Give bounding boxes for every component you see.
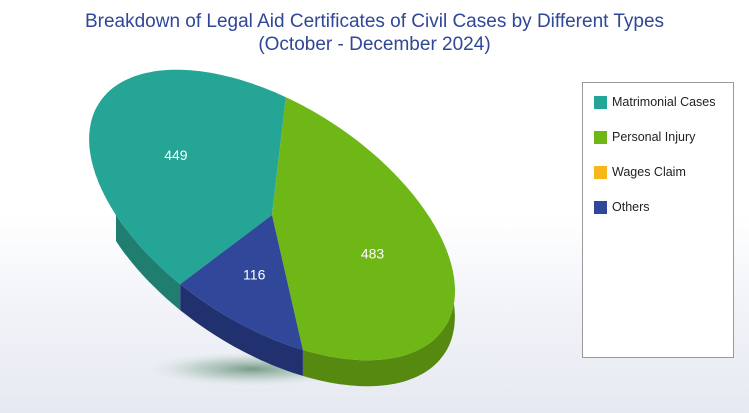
- legend-swatch: [594, 130, 607, 144]
- legend-label: Others: [612, 200, 650, 214]
- legend-item-matrimonial-cases: Matrimonial Cases: [594, 94, 716, 110]
- legend-label: Wages Claim: [612, 165, 686, 179]
- legend-swatch: [594, 165, 607, 179]
- legend-swatch: [594, 95, 607, 109]
- legend-item-wages-claim: Wages Claim: [594, 164, 686, 180]
- data-label-others: 116: [243, 267, 266, 283]
- chart-legend: Matrimonial Cases Personal Injury Wages Cl…: [582, 82, 734, 358]
- pie-side-personal-injury: [302, 215, 455, 387]
- pie-side-others: [180, 284, 303, 376]
- data-label-matrimonial-cases: 449: [164, 147, 188, 163]
- legend-item-personal-injury: Personal Injury: [594, 129, 695, 145]
- pie-slice-others: [180, 215, 303, 350]
- chart-title-line-1: Breakdown of Legal Aid Certificates of C…: [84, 11, 665, 32]
- pie-slice-matrimonial-cases: [89, 69, 286, 285]
- legend-label: Matrimonial Cases: [612, 95, 716, 109]
- pie-side-matrimonial-cases: [116, 215, 181, 311]
- chart-title-line-2: (October - December 2024): [258, 34, 491, 55]
- legend-item-others: Others: [594, 199, 650, 215]
- data-label-personal-injury: 483: [361, 245, 385, 261]
- legend-swatch: [594, 200, 607, 214]
- pie-slice-personal-injury: [272, 97, 455, 361]
- chart-title: Breakdown of Legal Aid Certificates of C…: [0, 10, 749, 56]
- legend-label: Personal Injury: [612, 130, 696, 144]
